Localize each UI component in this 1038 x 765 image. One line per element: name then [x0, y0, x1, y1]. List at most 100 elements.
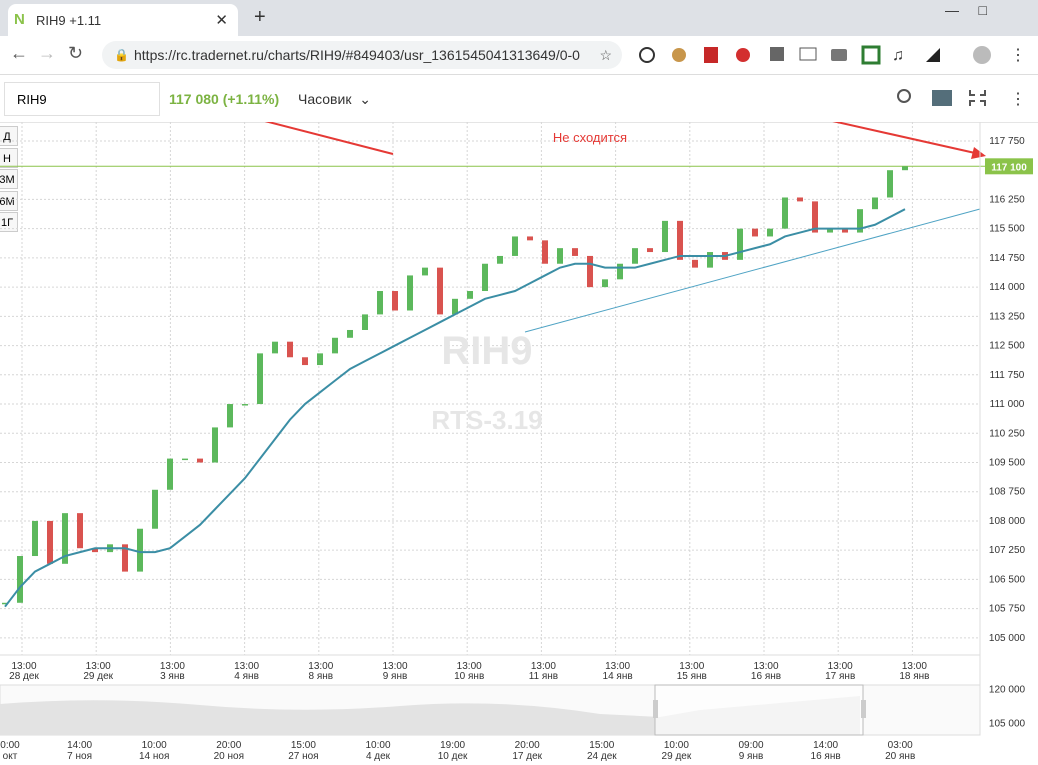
candle: [437, 267, 443, 315]
nav-x-date: 9 янв: [739, 751, 764, 762]
nav-x-time: 03:00: [888, 740, 913, 751]
lock: 🔒: [114, 48, 129, 62]
close-tab[interactable]: ✕: [215, 12, 228, 29]
y-tick-label: 106 500: [989, 574, 1026, 585]
candle: [632, 248, 638, 264]
chart-header: RIH9 117 080 (+1.11%) Часовик ⌄ ⋮: [0, 76, 1038, 123]
candle: [902, 166, 908, 171]
navigator-handle[interactable]: [653, 700, 658, 718]
candle: [62, 513, 68, 564]
navigator-handle[interactable]: [861, 700, 866, 718]
nav-x-date: 27 ноя: [288, 751, 318, 762]
nav-x-time: 10:00: [142, 740, 167, 751]
x-tick-date: 15 янв: [677, 671, 707, 682]
profile[interactable]: [973, 46, 991, 64]
watermark: RIH9: [441, 329, 532, 373]
candle: [812, 201, 818, 233]
menu[interactable]: ⋮: [1010, 47, 1026, 64]
y-tick-label: 105 000: [989, 633, 1026, 644]
x-tick-time: 13:00: [753, 661, 778, 672]
back[interactable]: ←: [10, 43, 28, 63]
nav-x-date: 4 дек: [366, 751, 391, 762]
ext-icon[interactable]: [672, 48, 686, 62]
forward[interactable]: →: [38, 43, 56, 63]
x-tick-time: 13:00: [86, 661, 111, 672]
timeframe[interactable]: Часовик ⌄: [298, 91, 371, 107]
y-tick-label: 112 500: [989, 341, 1025, 352]
period-button[interactable]: 6М: [0, 190, 18, 211]
x-tick-date: 4 янв: [234, 671, 259, 682]
reload[interactable]: ↻: [68, 43, 84, 63]
candle: [497, 255, 503, 264]
candle: [767, 228, 773, 237]
candle: [92, 548, 98, 553]
candle: [542, 240, 548, 264]
candle: [302, 357, 308, 366]
ext-icon[interactable]: [926, 48, 940, 62]
candle: [167, 458, 173, 490]
candle: [887, 170, 893, 198]
candle: [707, 252, 713, 268]
nav-x-time: 14:00: [67, 740, 92, 751]
x-tick-time: 13:00: [382, 661, 407, 672]
x-tick-time: 13:00: [160, 661, 185, 672]
ext-icon[interactable]: [639, 47, 655, 63]
tab[interactable]: N RIH9 +1.11 ✕: [8, 4, 238, 36]
idea-icon[interactable]: [897, 89, 911, 103]
ext-icon[interactable]: [770, 47, 784, 61]
navigator-window[interactable]: [654, 684, 864, 736]
y-tick-label: 114 750: [989, 253, 1025, 264]
ext-icon[interactable]: [831, 49, 847, 61]
candle: [122, 544, 128, 572]
arrow-line: [264, 122, 394, 155]
candle: [17, 556, 23, 603]
last-price-box: [985, 158, 1033, 175]
nav-x-time: 15:00: [589, 740, 614, 751]
y-tick-label: 115 500: [989, 224, 1025, 235]
y-tick-label: 116 250: [989, 194, 1025, 205]
favicon: N: [14, 11, 25, 28]
price: 117 080 (+1.11%): [169, 91, 280, 107]
timeframe-label: Часовик: [298, 91, 352, 107]
watermark-sub: RTS-3.19: [431, 405, 542, 435]
nav-x-date: 20 ноя: [214, 751, 244, 762]
window-controls[interactable]: — □: [945, 2, 987, 18]
y-tick-label: 108 000: [989, 516, 1026, 527]
candle: [662, 220, 668, 253]
x-tick-time: 13:00: [679, 661, 704, 672]
candle: [512, 236, 518, 256]
fullscreen-icon[interactable]: [969, 90, 986, 106]
nav-x-date: 16 янв: [811, 751, 841, 762]
last-price-label: 117 100: [991, 162, 1027, 173]
candle: [692, 259, 698, 268]
bookmark[interactable]: ☆: [599, 47, 612, 63]
x-tick-date: 14 янв: [603, 671, 633, 682]
ext-icon[interactable]: [799, 47, 817, 61]
x-tick-time: 13:00: [902, 661, 927, 672]
arrow-line: [832, 122, 976, 154]
url-field[interactable]: 🔒 https://rc.tradernet.ru/charts/RIH9/#84…: [102, 41, 622, 69]
period-button[interactable]: 3М: [0, 169, 18, 189]
ext-icon[interactable]: [704, 47, 718, 63]
nav-x-time: 10:00: [664, 740, 689, 751]
nav-y-label: 105 000: [989, 719, 1026, 730]
new-tab[interactable]: +: [254, 6, 266, 28]
candle: [317, 353, 323, 366]
arrow-head: [971, 147, 986, 159]
candle: [47, 520, 53, 564]
candle: [242, 404, 248, 406]
y-tick-label: 105 750: [989, 604, 1026, 615]
ext-icon[interactable]: [736, 48, 750, 62]
period-button[interactable]: Н: [0, 147, 18, 168]
y-tick-label: 108 750: [989, 487, 1026, 498]
ext-icon[interactable]: [861, 45, 881, 65]
image-icon[interactable]: [932, 90, 952, 106]
x-tick-time: 13:00: [828, 661, 853, 672]
ext-icon[interactable]: ♫: [892, 47, 904, 64]
menu-icon[interactable]: ⋮: [1010, 91, 1026, 108]
period-button[interactable]: 1Г: [0, 212, 18, 232]
symbol-input[interactable]: RIH9: [4, 82, 160, 116]
x-tick-date: 28 дек: [9, 671, 39, 682]
x-tick-date: 9 янв: [383, 671, 408, 682]
nav-x-date: 7 ноя: [67, 751, 92, 762]
